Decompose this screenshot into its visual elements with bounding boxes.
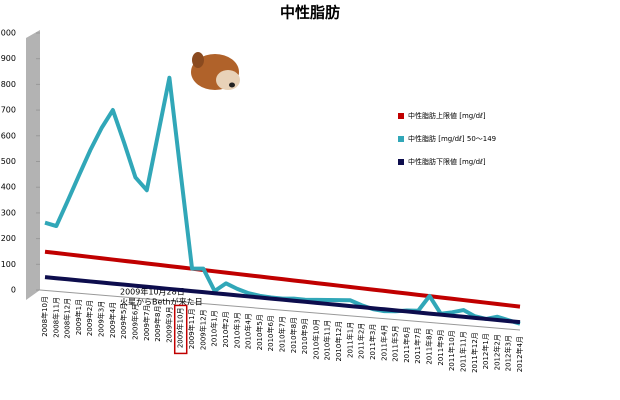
x-tick-label: 2010年9月 bbox=[300, 318, 309, 354]
x-tick-label: 2011年2月 bbox=[357, 323, 366, 359]
x-tick-label: 2011年6月 bbox=[402, 326, 411, 362]
x-tick-label: 2010年11月 bbox=[323, 320, 332, 361]
x-tick-label: 2009年10月 bbox=[176, 307, 185, 348]
y-tick-label: 1000 bbox=[0, 29, 16, 38]
back-wall bbox=[26, 30, 40, 300]
legend-swatch bbox=[398, 136, 404, 142]
x-tick-label: 2009年7月 bbox=[142, 305, 151, 341]
x-tick-label: 2008年11月 bbox=[51, 297, 60, 338]
y-tick-label: 900 bbox=[1, 54, 16, 63]
x-tick-label: 2009年5月 bbox=[119, 303, 128, 339]
dog-picture bbox=[191, 52, 240, 90]
legend-label: 中性脂肪上限値 [mg/dℓ] bbox=[408, 111, 486, 120]
x-axis bbox=[39, 289, 521, 331]
y-tick-label: 500 bbox=[1, 157, 16, 166]
x-tick-label: 2010年2月 bbox=[221, 311, 230, 347]
x-tick-label: 2009年9月 bbox=[164, 306, 173, 342]
x-tick-label: 2008年12月 bbox=[63, 298, 72, 339]
x-tick-label: 2009年12月 bbox=[198, 309, 207, 350]
series-line bbox=[44, 249, 521, 309]
x-tick-label: 2012年4月 bbox=[515, 336, 524, 372]
x-tick-label: 2011年11月 bbox=[458, 331, 467, 372]
x-tick-label: 2010年1月 bbox=[210, 310, 219, 346]
y-tick-label: 700 bbox=[1, 106, 16, 115]
x-tick-label: 2010年4月 bbox=[244, 313, 253, 349]
legend-label: 中性脂肪下限値 [mg/dℓ] bbox=[408, 157, 486, 166]
x-tick-label: 2012年3月 bbox=[504, 335, 513, 371]
x-tick-label: 2011年8月 bbox=[425, 328, 434, 364]
legend-label: 中性脂肪 [mg/dℓ] 50～149 bbox=[408, 134, 496, 143]
x-tick-label: 2010年7月 bbox=[278, 316, 287, 352]
y-tick-label: 800 bbox=[1, 80, 16, 89]
x-tick-label: 2011年3月 bbox=[368, 324, 377, 360]
y-tick-label: 600 bbox=[1, 131, 16, 140]
x-tick-label: 2011年9月 bbox=[436, 329, 445, 365]
x-tick-label: 2012年2月 bbox=[492, 334, 501, 370]
y-tick-label: 300 bbox=[1, 208, 16, 217]
x-tick-label: 2009年1月 bbox=[74, 299, 83, 335]
x-tick-label: 2011年7月 bbox=[413, 327, 422, 363]
y-tick-label: 400 bbox=[1, 183, 16, 192]
y-tick-label: 200 bbox=[1, 234, 16, 243]
y-tick-label: 100 bbox=[1, 260, 16, 269]
x-tick-label: 2009年6月 bbox=[130, 304, 139, 340]
series-line bbox=[44, 275, 521, 325]
chart-title: 中性脂肪 bbox=[280, 4, 340, 22]
x-tick-label: 2009年4月 bbox=[108, 302, 117, 338]
x-tick-label: 2011年12月 bbox=[470, 332, 479, 373]
legend-swatch bbox=[398, 159, 404, 165]
x-tick-label: 2011年5月 bbox=[391, 326, 400, 362]
x-tick-label: 2010年3月 bbox=[232, 312, 241, 348]
annotation: 2009年10月28日 bbox=[120, 287, 185, 297]
x-tick-label: 2010年8月 bbox=[289, 317, 298, 353]
x-tick-label: 2011年4月 bbox=[379, 325, 388, 361]
x-tick-label: 2008年10月 bbox=[40, 296, 49, 337]
x-tick-label: 2009年3月 bbox=[97, 301, 106, 337]
x-tick-label: 2010年5月 bbox=[255, 314, 264, 350]
x-tick-label: 2011年1月 bbox=[345, 322, 354, 358]
x-tick-label: 2012年1月 bbox=[481, 333, 490, 369]
x-tick-label: 2009年8月 bbox=[153, 306, 162, 342]
legend-swatch bbox=[398, 113, 404, 119]
x-tick-label: 2009年2月 bbox=[85, 300, 94, 336]
x-tick-label: 2011年10月 bbox=[447, 330, 456, 371]
highlight-box bbox=[173, 304, 188, 355]
x-tick-label: 2010年12月 bbox=[334, 321, 343, 362]
x-tick-label: 2010年6月 bbox=[266, 315, 275, 351]
y-tick-label: 0 bbox=[11, 286, 16, 295]
x-tick-label: 2009年11月 bbox=[187, 308, 196, 349]
annotation: 火星からBethが来た日 bbox=[120, 297, 203, 307]
x-tick-label: 2010年10月 bbox=[311, 319, 320, 360]
